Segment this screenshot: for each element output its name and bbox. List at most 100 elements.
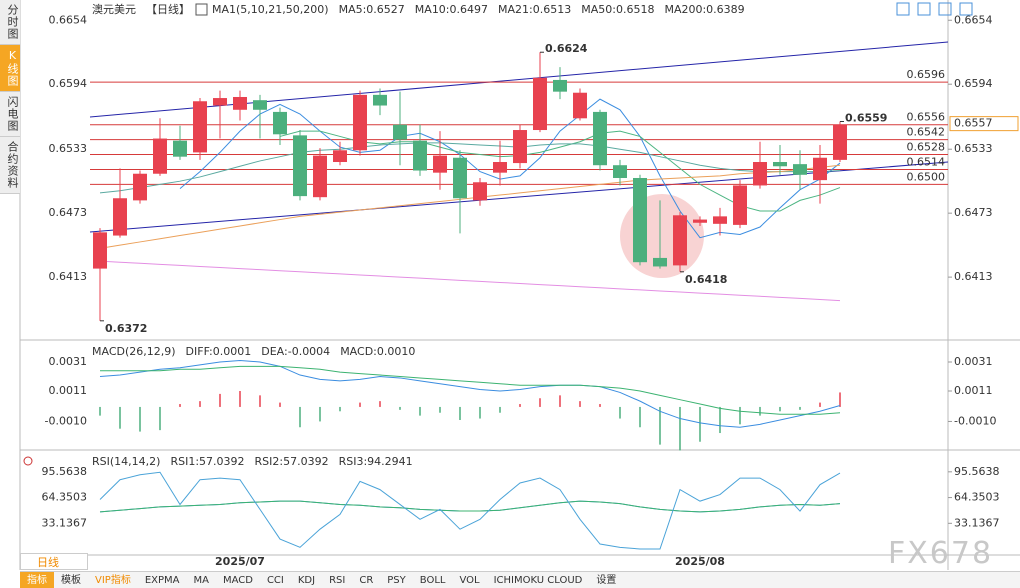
y-tick-label: 33.1367 <box>42 516 88 529</box>
indicator-line <box>100 365 841 415</box>
legend-item: MA1(5,10,21,50,200) <box>212 3 329 16</box>
candle-body <box>653 257 667 267</box>
y-tick-label: -0.0010 <box>45 414 87 427</box>
toolbar: 指标 模板 VIP指标 EXPMA MA MACD CCI KDJ RSI CR PSY BOLL VO… <box>20 571 1020 588</box>
candle-body <box>153 138 167 174</box>
candle-body <box>273 111 287 135</box>
candle-body <box>673 215 687 266</box>
side-tab[interactable]: 分时图 <box>0 0 20 45</box>
annotation: 0.6624 <box>545 42 588 55</box>
candle-body <box>133 173 147 201</box>
period-tab[interactable]: 日线 <box>20 553 88 570</box>
candle-body <box>413 140 427 171</box>
icon <box>195 3 208 16</box>
indicator-line <box>99 164 841 249</box>
candle-body <box>693 219 707 223</box>
toolbar-tab[interactable]: CCI <box>266 575 284 586</box>
candle-body <box>793 164 807 175</box>
legend-item: MA50:0.6518 <box>581 3 654 16</box>
candle-body <box>433 155 447 173</box>
candle-body <box>813 157 827 181</box>
toolbar-tab[interactable]: VOL <box>459 575 480 586</box>
toolbar-tab[interactable]: MACD <box>222 575 253 586</box>
y-tick-label: -0.0010 <box>954 414 996 427</box>
candle-body <box>733 185 747 225</box>
y-tick-label: 0.6413 <box>49 270 88 283</box>
toolbar-tab[interactable]: KDJ <box>297 575 316 586</box>
legend-item: MACD:0.0010 <box>340 345 415 358</box>
y-tick-label: 0.6413 <box>954 270 993 283</box>
candle-body <box>333 150 347 163</box>
icon <box>938 2 952 16</box>
indicator-line <box>99 500 841 513</box>
y-tick-label: 0.6533 <box>954 142 993 155</box>
candle-body <box>533 77 547 131</box>
y-tick-label: 0.6654 <box>49 13 88 26</box>
indicator-line <box>99 471 841 550</box>
legend-item: RSI3:94.2941 <box>339 455 413 468</box>
sidebar: 分时图 K线图 闪电图 合约资料 <box>0 0 20 194</box>
toolbar-tab[interactable]: CR <box>359 575 374 586</box>
toolbar-tab[interactable]: MA <box>193 575 209 586</box>
toolbar-tab[interactable]: 指标 <box>20 572 54 588</box>
icon <box>896 2 910 16</box>
y-tick-label: 0.0011 <box>49 384 88 397</box>
annotation: 0.6372 <box>105 322 147 335</box>
y-tick-label: 0.6594 <box>954 77 993 90</box>
toolbar-tab[interactable]: VIP指标 <box>95 575 131 586</box>
candle-body <box>513 130 527 164</box>
legend-item: MA21:0.6513 <box>498 3 571 16</box>
candle-body <box>173 140 187 157</box>
toolbar-tab[interactable]: 设置 <box>596 575 617 586</box>
candle-body <box>253 100 267 110</box>
toolbar-tab[interactable]: EXPMA <box>144 575 180 586</box>
price-level-label: 0.6556 <box>907 111 946 124</box>
y-tick-label: 0.6473 <box>49 206 88 219</box>
candle-body <box>633 177 647 263</box>
candle-body <box>393 124 407 140</box>
side-tab[interactable]: 合约资料 <box>0 137 20 194</box>
y-tick-label: 0.0031 <box>954 355 993 368</box>
icon <box>917 2 931 16</box>
y-tick-label: 64.3503 <box>42 491 88 504</box>
price-level-label: 0.6514 <box>907 155 946 168</box>
x-tick-label: 2025/07 <box>215 555 265 568</box>
y-tick-label: 0.6594 <box>49 77 88 90</box>
annotation: 0.6559 <box>845 112 887 125</box>
candle-body <box>593 111 607 166</box>
price-level-label: 0.6596 <box>907 68 946 81</box>
toolbar-tab[interactable]: ICHIMOKU CLOUD <box>493 575 583 586</box>
y-tick-label: 64.3503 <box>954 491 1000 504</box>
candle-body <box>213 98 227 106</box>
last-price-box <box>949 116 1019 132</box>
toolbar-tab[interactable]: BOLL <box>419 575 446 586</box>
legend-item: 【日线】 <box>146 2 190 16</box>
indicator-line <box>99 142 841 194</box>
candle-body <box>233 96 247 110</box>
legend-item: DEA:-0.0004 <box>261 345 330 358</box>
y-tick-label: 95.5638 <box>42 465 88 478</box>
y-tick-label: 95.5638 <box>954 465 1000 478</box>
candle-body <box>753 162 767 186</box>
price-level-label: 0.6528 <box>907 141 946 154</box>
candle-body <box>113 198 127 236</box>
legend-item: MA200:0.6389 <box>664 3 744 16</box>
side-tab[interactable]: K线图 <box>0 45 20 92</box>
candle-body <box>473 182 487 201</box>
annotation: 0.6418 <box>685 273 727 286</box>
y-tick-label: 0.6533 <box>49 142 88 155</box>
side-tab[interactable]: 闪电图 <box>0 92 20 137</box>
price-level-label: 0.6542 <box>907 126 946 139</box>
toolbar-tab[interactable]: PSY <box>387 575 406 586</box>
candle-body <box>573 92 587 119</box>
legend-item: RSI1:57.0392 <box>170 455 244 468</box>
toolbar-tab[interactable]: RSI <box>329 575 346 586</box>
candle-body <box>773 162 787 167</box>
trend-line <box>89 41 949 118</box>
toolbar-tab[interactable]: 模板 <box>61 575 81 586</box>
y-tick-label: 0.0011 <box>954 384 993 397</box>
price-level-label: 0.6500 <box>907 170 946 183</box>
candle-body <box>453 157 467 199</box>
candle-body <box>353 94 367 151</box>
legend-item: RSI2:57.0392 <box>255 455 329 468</box>
